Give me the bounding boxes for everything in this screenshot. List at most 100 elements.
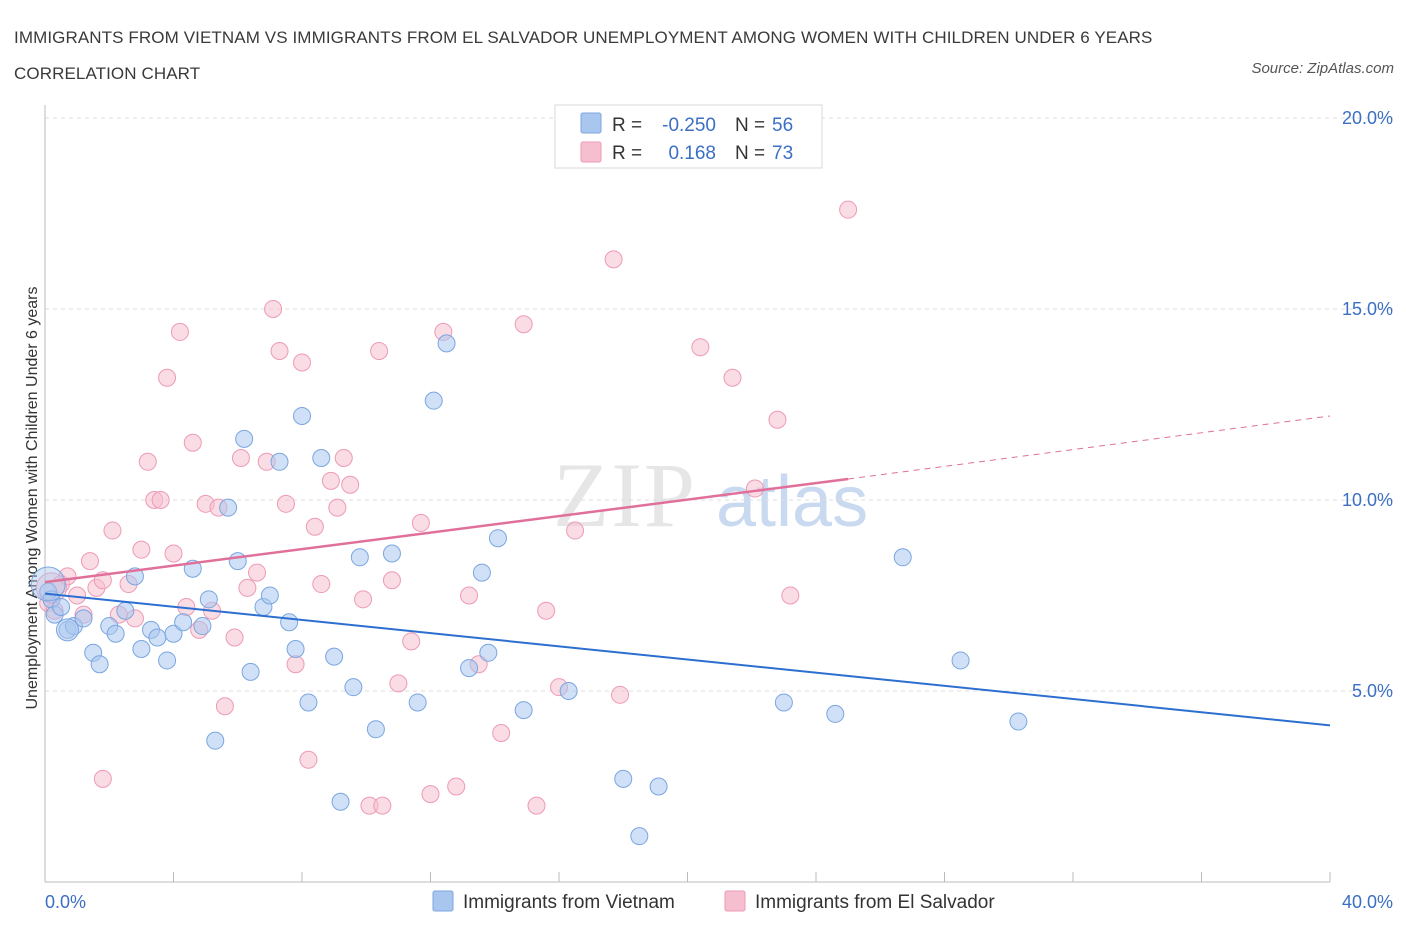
legend-elsalvador-r-value: 0.168 [668,143,716,164]
legend-box: R = -0.250 N = 56 R = 0.168 N = 73 [554,104,823,169]
point-vietnam [312,448,331,467]
point-vietnam [472,563,491,582]
point-vietnam [826,704,845,723]
point-vietnam [424,391,443,410]
legend-elsalvador-n-value: 73 [772,143,793,164]
point-vietnam [270,452,289,471]
bottom-legend-elsalvador-swatch [724,890,746,912]
point-elsalvador [248,563,267,582]
point-vietnam [148,628,167,647]
point-vietnam [559,682,578,700]
bottom-legend: Immigrants from Vietnam Immigrants from … [432,890,995,913]
legend-vietnam-r-label: R = [612,115,642,136]
x-tick-label-40: 40.0% [1342,892,1393,912]
point-vietnam [366,720,385,739]
point-elsalvador [170,322,189,341]
point-elsalvador [270,342,289,361]
point-vietnam [90,655,109,674]
point-vietnam [649,777,668,796]
trend-line-elsalvador-extension [848,415,1331,480]
point-elsalvador [611,685,630,704]
source-label: Source: ZipAtlas.com [1251,60,1394,77]
point-vietnam [382,544,401,563]
point-elsalvador [286,655,305,674]
y-tick-label: 15.0% [1342,299,1393,319]
point-vietnam [893,548,912,567]
point-vietnam [164,624,183,643]
point-vietnam [344,678,363,697]
point-vietnam [437,334,456,353]
point-vietnam [460,659,479,678]
point-elsalvador [151,491,170,509]
point-elsalvador [138,452,157,471]
point-vietnam [52,597,71,616]
point-vietnam [228,552,247,571]
point-elsalvador [373,796,392,815]
trend-line-elsalvador [44,477,849,584]
point-vietnam [479,643,498,662]
legend-elsalvador-swatch [580,141,602,163]
point-vietnam [174,613,193,632]
series-vietnam-points [30,334,1028,846]
point-elsalvador [305,517,324,536]
point-elsalvador [341,475,360,494]
point-vietnam [951,651,970,670]
point-vietnam [774,693,793,712]
point-elsalvador [158,368,177,387]
point-vietnam [299,693,318,712]
point-vietnam [158,651,177,670]
point-vietnam [235,429,254,448]
point-vietnam [331,792,350,811]
point-elsalvador [839,200,858,219]
point-vietnam [132,639,151,658]
point-elsalvador [566,521,585,540]
point-elsalvador [691,338,710,357]
point-elsalvador [382,571,401,590]
y-tick-label: 20.0% [1342,108,1393,128]
point-vietnam [260,586,279,605]
point-vietnam [325,647,344,666]
point-vietnam [30,566,66,602]
point-elsalvador [745,479,764,498]
gridlines [45,117,1393,692]
point-elsalvador [460,586,479,605]
point-elsalvador [447,777,466,796]
point-vietnam [408,693,427,712]
point-elsalvador [164,544,183,563]
point-elsalvador [537,601,556,620]
y-axis-label: Unemployment Among Women with Children U… [24,286,41,709]
point-vietnam [219,498,238,517]
point-elsalvador [264,300,283,318]
point-vietnam [241,662,260,681]
y-axis-tick-labels: 5.0% 10.0% 15.0% 20.0% [1342,108,1393,701]
point-vietnam [350,548,369,567]
point-elsalvador [334,448,353,467]
point-vietnam [488,529,507,548]
point-elsalvador [276,494,295,513]
point-vietnam [614,769,633,788]
point-elsalvador [328,498,347,517]
point-elsalvador [231,448,250,467]
legend-vietnam-r-value: -0.250 [662,115,716,136]
point-elsalvador [132,540,151,559]
bottom-legend-vietnam-swatch [432,890,454,912]
point-vietnam [206,731,225,750]
point-elsalvador [215,697,234,716]
point-vietnam [193,617,212,636]
legend-elsalvador-r-label: R = [612,143,642,164]
point-elsalvador [492,724,511,743]
point-elsalvador [93,769,112,788]
point-vietnam [280,613,299,632]
legend-vietnam-swatch [580,112,602,134]
y-tick-label: 5.0% [1352,681,1393,701]
x-tick-label-0: 0.0% [45,892,86,912]
point-elsalvador [354,590,373,609]
point-vietnam [116,601,135,620]
point-vietnam [286,639,305,658]
point-vietnam [55,618,79,642]
point-vietnam [293,406,311,425]
point-elsalvador [411,513,430,532]
point-elsalvador [312,575,331,594]
legend-vietnam-n-value: 56 [772,115,793,136]
point-elsalvador [723,368,742,387]
